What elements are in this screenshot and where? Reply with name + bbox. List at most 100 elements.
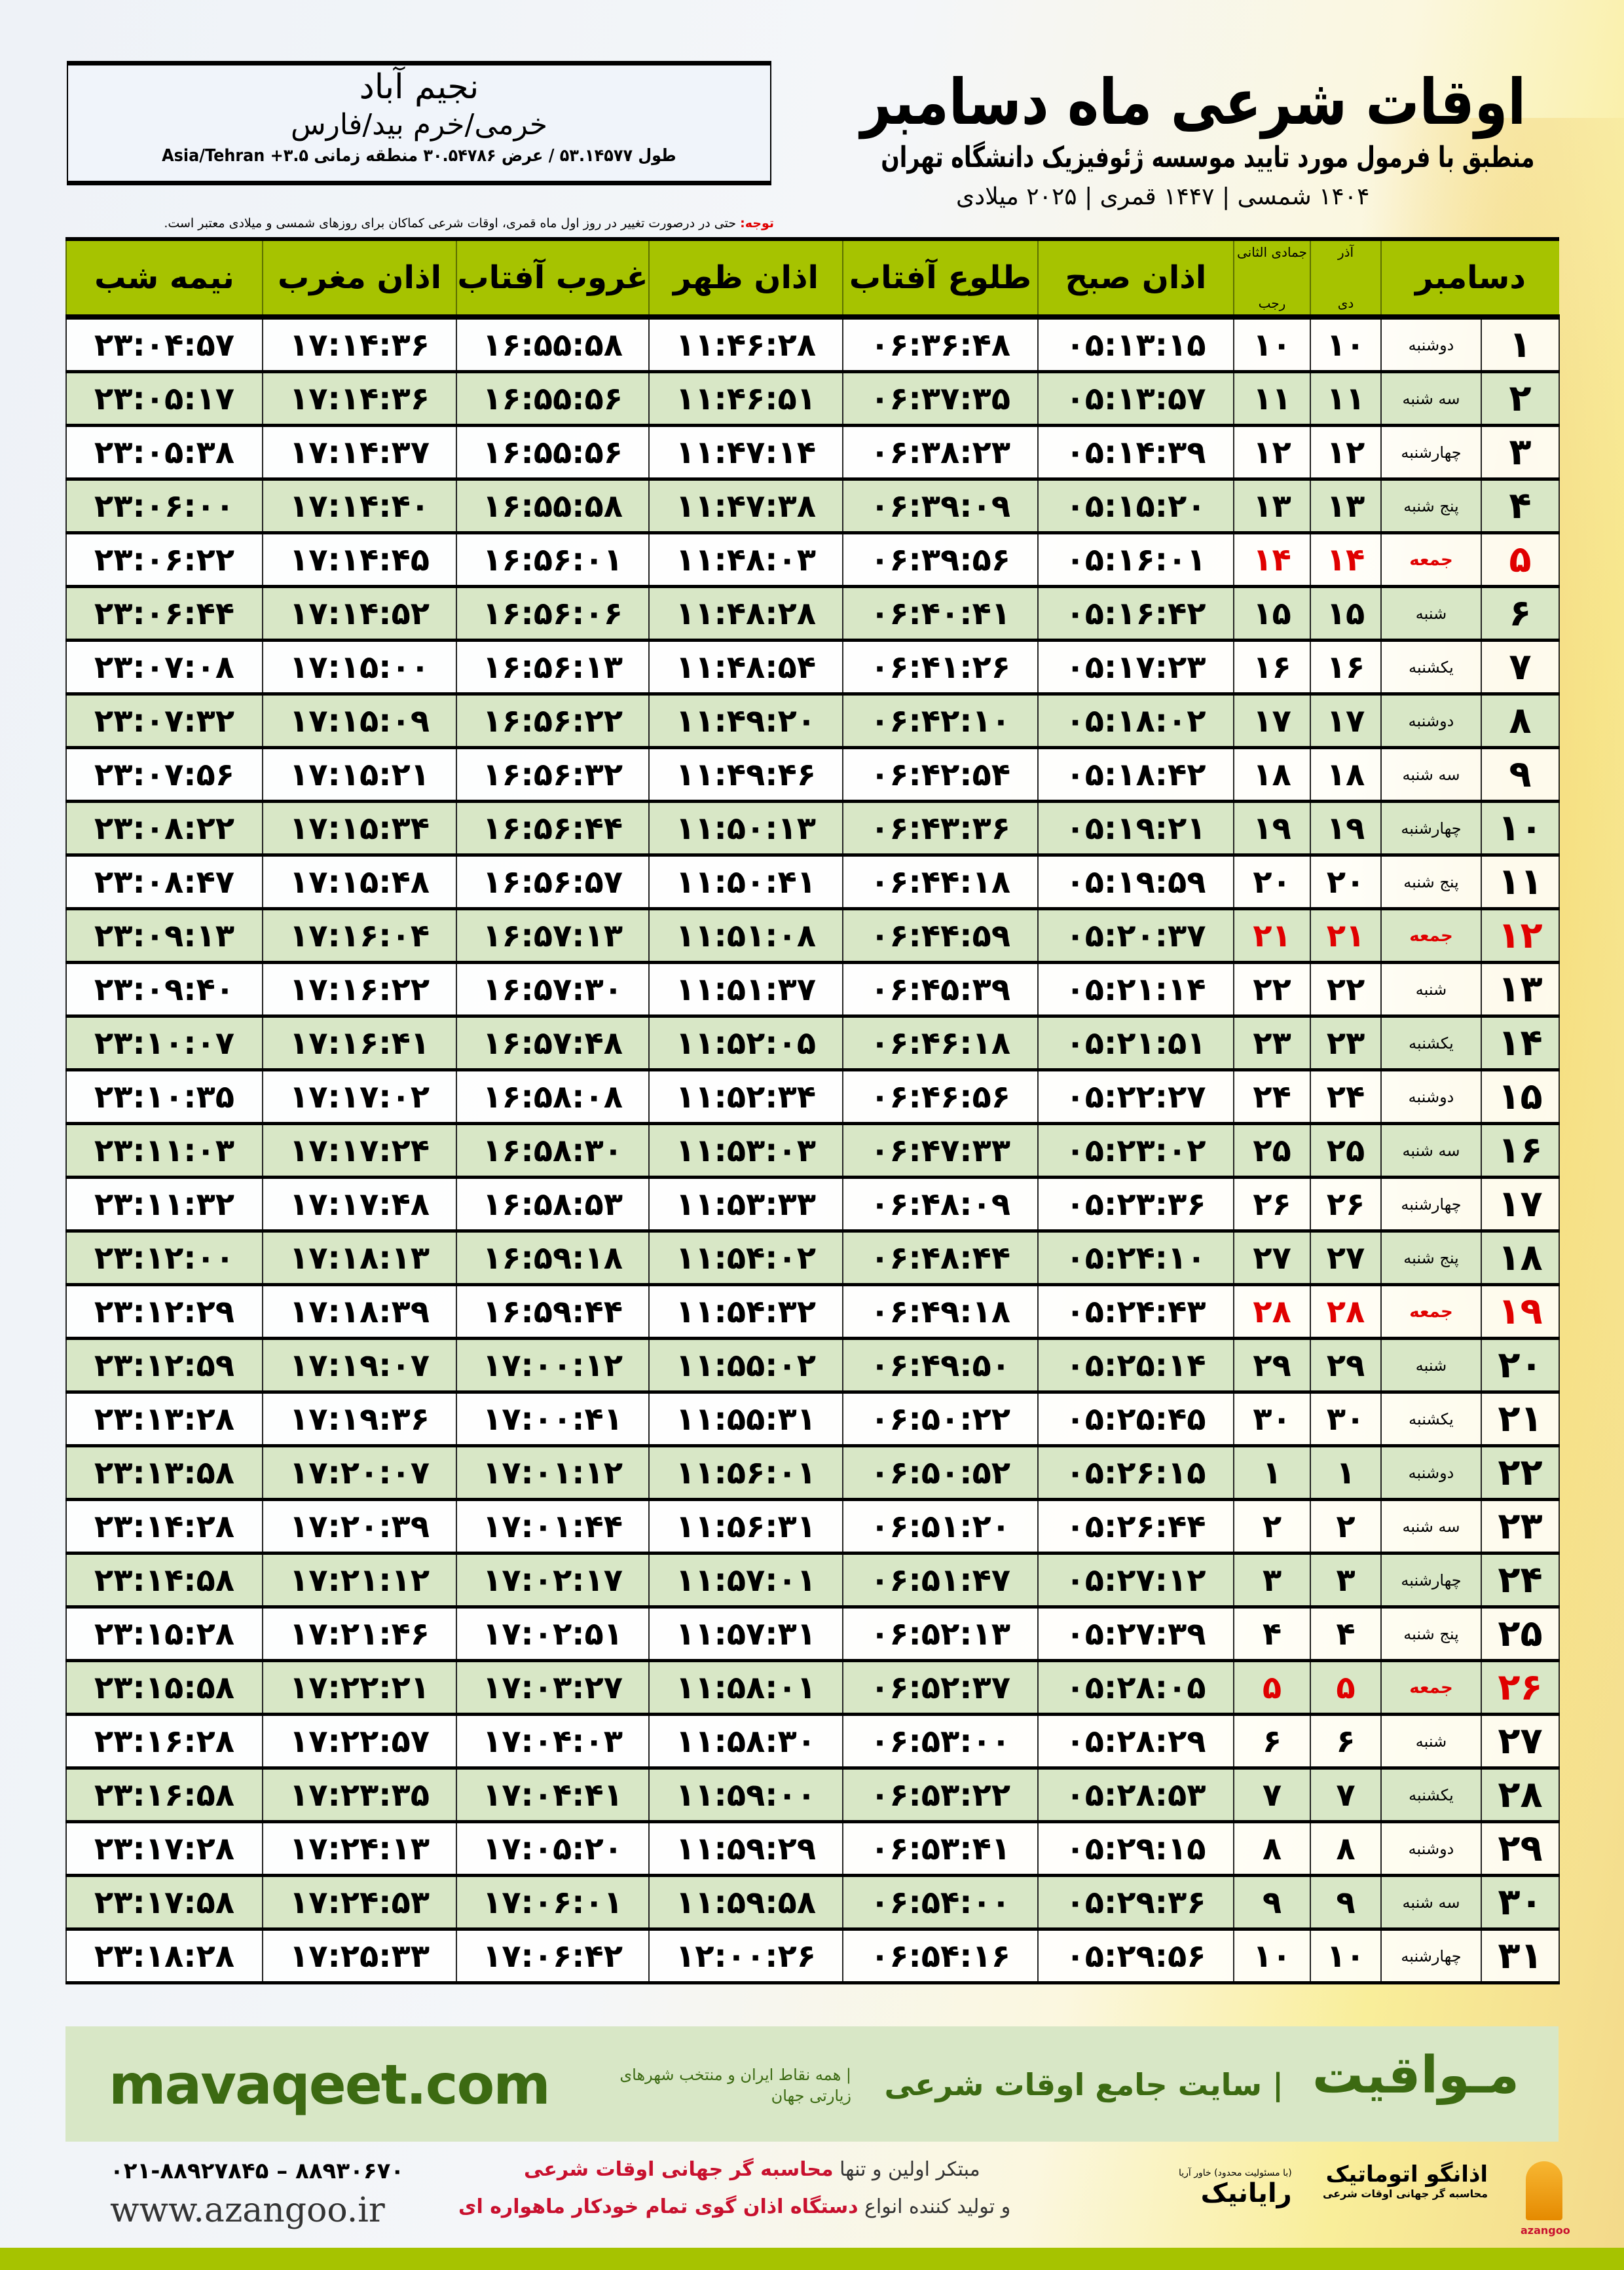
cell-maghrib: ۱۷:۲۳:۳۵: [262, 1767, 457, 1823]
cell-nimeh: ۲۳:۰۶:۴۴: [65, 586, 263, 641]
cell-zohr: ۱۱:۵۸:۳۰: [648, 1713, 843, 1769]
cell-ghurub: ۱۶:۵۷:۱۳: [456, 908, 650, 963]
header-zohr: اذان ظهر: [648, 239, 843, 317]
cell-tolu: ۰۶:۵۱:۲۰: [842, 1498, 1039, 1554]
table-row: ۱۹ جمعه ۲۸ ۲۸ ۰۵:۲۴:۴۳ ۰۶:۴۹:۱۸ ۱۱:۵۴:۳۲ ۱۶:۵۹:…: [65, 1284, 1560, 1339]
cell-rajab: ۳: [1233, 1552, 1311, 1608]
cell-nimeh: ۲۳:۱۳:۲۸: [65, 1391, 263, 1447]
banner-url[interactable]: mavaqeet.com: [109, 2053, 551, 2117]
cell-zohr: ۱۱:۵۲:۳۴: [648, 1069, 843, 1125]
cell-sobh: ۰۵:۲۳:۰۲: [1037, 1123, 1234, 1178]
cell-ghurub: ۱۷:۰۳:۲۷: [456, 1660, 650, 1715]
cell-maghrib: ۱۷:۲۲:۵۷: [262, 1713, 457, 1769]
cell-zohr: ۱۱:۵۰:۱۳: [648, 800, 843, 856]
cell-zohr: ۱۱:۵۹:۲۹: [648, 1821, 843, 1876]
cell-maghrib: ۱۷:۱۹:۳۶: [262, 1391, 457, 1447]
cell-weekday: شنبه: [1380, 961, 1482, 1017]
header-azar: آذر: [1337, 244, 1354, 260]
cell-zohr: ۱۱:۵۰:۴۱: [648, 854, 843, 910]
cell-day: ۳: [1481, 424, 1560, 480]
header-ghurub: غروب آفتاب: [456, 239, 649, 317]
cell-ghurub: ۱۶:۵۵:۵۶: [456, 424, 650, 480]
cell-nimeh: ۲۳:۱۴:۵۸: [65, 1552, 263, 1608]
cell-maghrib: ۱۷:۲۲:۲۱: [262, 1660, 457, 1715]
cell-nimeh: ۲۳:۱۱:۳۲: [65, 1176, 263, 1232]
cell-sobh: ۰۵:۱۸:۰۲: [1037, 693, 1234, 749]
cell-zohr: ۱۱:۵۶:۳۱: [648, 1498, 843, 1554]
footer-website[interactable]: www.azangoo.ir: [110, 2191, 385, 2230]
cell-day: ۱۸: [1481, 1230, 1560, 1286]
cell-nimeh: ۲۳:۱۵:۵۸: [65, 1660, 263, 1715]
cell-maghrib: ۱۷:۱۴:۳۶: [262, 371, 457, 426]
cell-weekday: چهارشنبه: [1380, 800, 1482, 856]
cell-ghurub: ۱۷:۰۱:۱۲: [456, 1445, 650, 1500]
cell-tolu: ۰۶:۴۴:۵۹: [842, 908, 1039, 963]
cell-weekday: پنج شنبه: [1380, 1606, 1482, 1662]
cell-dey: ۲۰: [1310, 854, 1382, 910]
cell-weekday: سه شنبه: [1380, 371, 1482, 426]
cell-tolu: ۰۶:۵۰:۲۲: [842, 1391, 1039, 1447]
table-row: ۵ جمعه ۱۴ ۱۴ ۰۵:۱۶:۰۱ ۰۶:۳۹:۵۶ ۱۱:۴۸:۰۳ ۱۶:۵۶:۰…: [65, 532, 1560, 587]
cell-day: ۲۲: [1481, 1445, 1560, 1500]
cell-weekday: پنج شنبه: [1380, 854, 1482, 910]
cell-sobh: ۰۵:۱۴:۳۹: [1037, 424, 1234, 480]
table-row: ۶ شنبه ۱۵ ۱۵ ۰۵:۱۶:۴۲ ۰۶:۴۰:۴۱ ۱۱:۴۸:۲۸ ۱۶:۵۶:۰…: [65, 586, 1560, 641]
cell-day: ۱۲: [1481, 908, 1560, 963]
cell-tolu: ۰۶:۴۶:۵۶: [842, 1069, 1039, 1125]
cell-zohr: ۱۱:۵۱:۳۷: [648, 961, 843, 1017]
cell-tolu: ۰۶:۵۳:۴۱: [842, 1821, 1039, 1876]
cell-rajab: ۱۹: [1233, 800, 1311, 856]
cell-maghrib: ۱۷:۲۴:۱۳: [262, 1821, 457, 1876]
cell-nimeh: ۲۳:۰۹:۴۰: [65, 961, 263, 1017]
table-row: ۱۳ شنبه ۲۲ ۲۲ ۰۵:۲۱:۱۴ ۰۶:۴۵:۳۹ ۱۱:۵۱:۳۷ ۱۶:۵۷:…: [65, 961, 1560, 1017]
cell-tolu: ۰۶:۴۸:۰۹: [842, 1176, 1039, 1232]
cell-weekday: پنج شنبه: [1380, 1230, 1482, 1286]
cell-tolu: ۰۶:۴۲:۵۴: [842, 747, 1039, 802]
cell-ghurub: ۱۶:۵۷:۳۰: [456, 961, 650, 1017]
cell-nimeh: ۲۳:۰۷:۳۲: [65, 693, 263, 749]
note-text: حتی در درصورت تغییر در روز اول ماه قمری،…: [164, 216, 741, 231]
cell-rajab: ۱۵: [1233, 586, 1311, 641]
cell-nimeh: ۲۳:۰۷:۰۸: [65, 639, 263, 695]
cell-maghrib: ۱۷:۱۴:۴۵: [262, 532, 457, 587]
cell-nimeh: ۲۳:۰۶:۰۰: [65, 478, 263, 534]
cell-ghurub: ۱۶:۵۵:۵۶: [456, 371, 650, 426]
cell-day: ۸: [1481, 693, 1560, 749]
cell-maghrib: ۱۷:۱۵:۲۱: [262, 747, 457, 802]
cell-sobh: ۰۵:۲۴:۱۰: [1037, 1230, 1234, 1286]
cell-zohr: ۱۱:۴۶:۲۸: [648, 316, 843, 373]
cell-sobh: ۰۵:۲۶:۴۴: [1037, 1498, 1234, 1554]
year-line: ۱۴۰۴ شمسی | ۱۴۴۷ قمری | ۲۰۲۵ میلادی: [956, 183, 1370, 210]
cell-tolu: ۰۶:۴۵:۳۹: [842, 961, 1039, 1017]
cell-tolu: ۰۶:۵۳:۰۰: [842, 1713, 1039, 1769]
cell-sobh: ۰۵:۱۵:۲۰: [1037, 478, 1234, 534]
cell-ghurub: ۱۶:۵۵:۵۸: [456, 316, 650, 373]
cell-nimeh: ۲۳:۱۶:۵۸: [65, 1767, 263, 1823]
cell-tolu: ۰۶:۵۴:۱۶: [842, 1928, 1039, 1984]
cell-zohr: ۱۱:۴۹:۴۶: [648, 747, 843, 802]
cell-maghrib: ۱۷:۱۸:۱۳: [262, 1230, 457, 1286]
cell-dey: ۱۰: [1310, 1928, 1382, 1984]
cell-zohr: ۱۱:۵۹:۵۸: [648, 1874, 843, 1930]
table-row: ۱۴ یکشنبه ۲۳ ۲۳ ۰۵:۲۱:۵۱ ۰۶:۴۶:۱۸ ۱۱:۵۲:۰۵ ۱۶:۵…: [65, 1015, 1560, 1071]
cell-dey: ۱۰: [1310, 316, 1382, 373]
cell-day: ۲۸: [1481, 1767, 1560, 1823]
cell-weekday: پنج شنبه: [1380, 478, 1482, 534]
cell-dey: ۲۲: [1310, 961, 1382, 1017]
footer-line-1a: مبتکر اولین و تنها: [833, 2158, 980, 2181]
cell-tolu: ۰۶:۴۹:۱۸: [842, 1284, 1039, 1339]
cell-weekday: چهارشنبه: [1380, 1176, 1482, 1232]
cell-maghrib: ۱۷:۲۱:۱۲: [262, 1552, 457, 1608]
note-label: توجه:: [740, 216, 774, 231]
cell-dey: ۲۱: [1310, 908, 1382, 963]
cell-dey: ۱۱: [1310, 371, 1382, 426]
bottom-bar: [0, 2248, 1624, 2270]
cell-day: ۲۹: [1481, 1821, 1560, 1876]
cell-maghrib: ۱۷:۲۱:۴۶: [262, 1606, 457, 1662]
cell-dey: ۱۳: [1310, 478, 1382, 534]
cell-tolu: ۰۶:۵۴:۰۰: [842, 1874, 1039, 1930]
cell-tolu: ۰۶:۳۶:۴۸: [842, 316, 1039, 373]
cell-ghurub: ۱۶:۵۶:۵۷: [456, 854, 650, 910]
cell-dey: ۱۲: [1310, 424, 1382, 480]
cell-sobh: ۰۵:۱۷:۲۳: [1037, 639, 1234, 695]
